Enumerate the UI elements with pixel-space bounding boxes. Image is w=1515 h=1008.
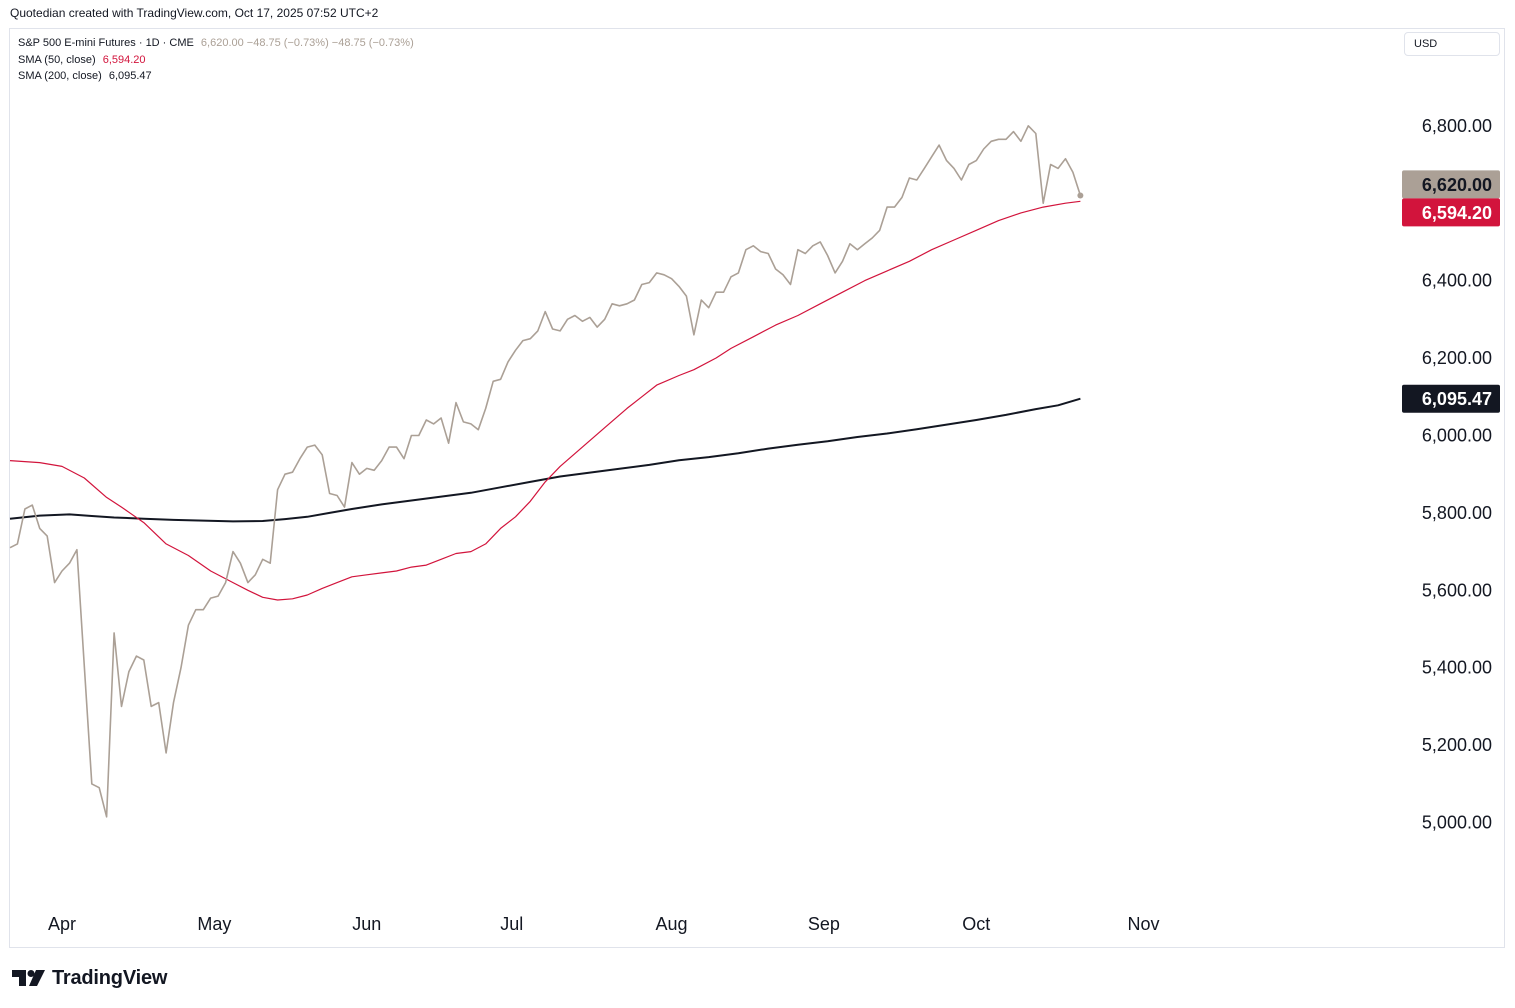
price-tag-sma200[interactable]: 6,095.47 [1402,384,1500,413]
x-tick-label: Jun [352,914,381,934]
price-tag-sma200-bg [1402,384,1500,413]
currency-button[interactable]: USD [1404,32,1500,56]
x-tick-label: Aug [656,914,688,934]
y-tick-label: 5,000.00 [1422,813,1492,833]
chart-legend: S&P 500 E-mini Futures · 1D · CME 6,620.… [18,35,414,85]
x-tick-label: Sep [808,914,840,934]
last-price-dot [1077,192,1084,199]
y-tick-label: 5,200.00 [1422,735,1492,755]
price-tag-sma200-label: 6,095.47 [1422,389,1492,409]
price-tag-sma50-bg [1402,198,1500,227]
tradingview-brand[interactable]: TradingView [12,964,167,992]
legend-sma50-name: SMA (50, close) [18,53,96,66]
price-line[interactable] [9,125,1082,818]
sma50-line[interactable] [9,200,1081,601]
attribution-text: Quotedian created with TradingView.com, … [10,6,379,20]
price-tag-last-label: 6,620.00 [1422,175,1492,195]
price-tag-last[interactable]: 6,620.00 [1402,170,1500,199]
y-tick-label: 5,800.00 [1422,503,1492,523]
legend-symbol-values: 6,620.00 −48.75 (−0.73%) −48.75 (−0.73%) [200,37,414,49]
x-tick-label: May [197,914,231,934]
chart-frame [9,28,1505,948]
legend-sma50-value: 6,594.20 [102,53,146,66]
price-tag-last-bg [1402,170,1500,199]
legend-sma50-row[interactable]: SMA (50, close) 6,594.20 [18,52,414,69]
legend-sma200-name: SMA (200, close) [18,70,102,82]
x-tick-label: Oct [962,914,990,934]
legend-sma200-value: 6,095.47 [108,70,152,82]
y-tick-label: 6,000.00 [1422,425,1492,445]
price-tag-sma50[interactable]: 6,594.20 [1402,198,1500,227]
y-tick-label: 6,200.00 [1422,348,1492,368]
x-tick-label: Nov [1128,914,1160,934]
x-tick-label: Jul [500,914,523,934]
legend-sma200-row[interactable]: SMA (200, close) 6,095.47 [18,68,414,85]
x-axis-ticks: Apr May Jun Jul Aug Sep Oct Nov [48,914,1160,934]
y-tick-label: 5,400.00 [1422,658,1492,678]
x-tick-label: Apr [48,914,76,934]
price-tags: 6,620.00 6,594.20 6,095.47 [1402,170,1500,413]
sma200-line[interactable] [9,397,1081,523]
tradingview-logo-icon [12,970,45,986]
plot-lines [9,125,1084,818]
y-tick-label: 6,400.00 [1422,271,1492,291]
price-tag-sma50-label: 6,594.20 [1422,203,1492,223]
brand-name: TradingView [52,966,168,989]
legend-symbol-row[interactable]: S&P 500 E-mini Futures · 1D · CME 6,620.… [18,35,414,52]
y-tick-label: 6,800.00 [1422,116,1492,136]
y-tick-label: 5,600.00 [1422,580,1492,600]
legend-symbol-name: S&P 500 E-mini Futures · 1D · CME [18,37,194,49]
y-axis-ticks: 5,000.00 5,200.00 5,400.00 5,600.00 5,800.00… [1422,116,1492,833]
